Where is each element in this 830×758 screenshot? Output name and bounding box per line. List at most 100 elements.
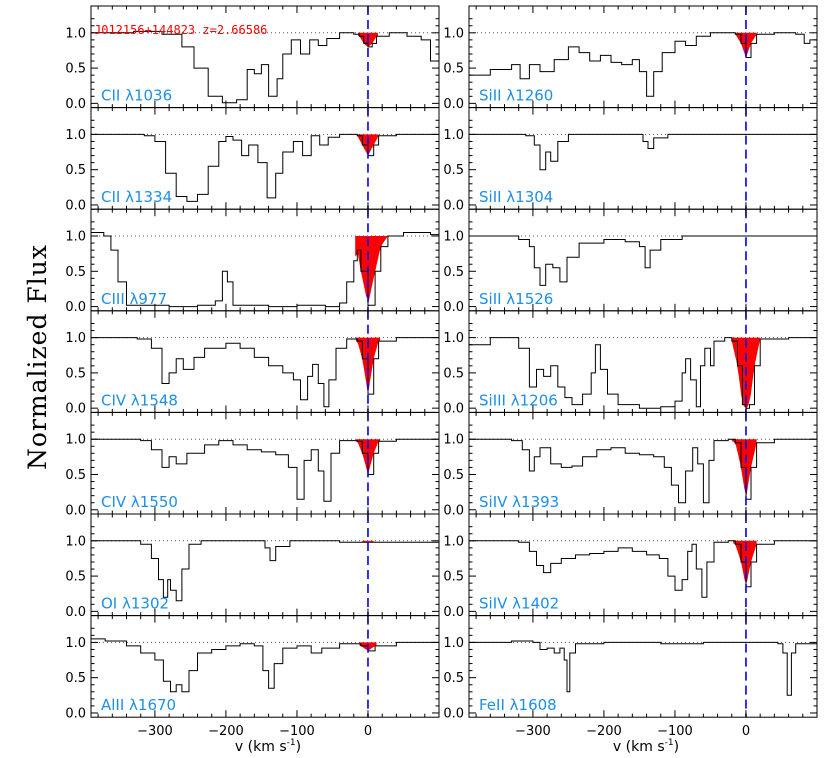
y-tick-label: 1.0 [65, 230, 86, 245]
y-tick-label: 0.0 [65, 605, 86, 620]
ion-label: CIV λ1548 [101, 391, 178, 409]
y-tick-label: 1.0 [65, 331, 86, 346]
ion-label: SiIII λ1206 [479, 391, 558, 409]
x-tick-label: −300 [137, 724, 173, 739]
y-tick-label: 1.0 [443, 230, 464, 245]
y-tick-label: 0.0 [443, 97, 464, 112]
ion-label: AlII λ1670 [101, 696, 176, 714]
spectrum-line [469, 32, 817, 97]
ion-label: CIV λ1550 [101, 493, 178, 511]
spectrum-line [469, 133, 817, 171]
spectrum-line [469, 235, 817, 286]
y-tick-label: 0.5 [443, 366, 464, 381]
y-tick-label: 0.5 [65, 62, 86, 77]
x-tick-label: −200 [208, 724, 244, 739]
panel-13: 0.0 0.5 1.0 −300 −200 −100 0 FeII λ1608 [443, 615, 818, 739]
spectrum-line [469, 438, 817, 504]
ion-label: SiIV λ1402 [479, 595, 559, 613]
x-axis-label-left-exp: -1 [287, 738, 296, 748]
y-tick-label: 0.0 [65, 706, 86, 721]
x-axis-label-left-tail: ) [296, 739, 301, 755]
y-tick-label: 0.0 [443, 503, 464, 518]
y-tick-label: 0.5 [65, 265, 86, 280]
y-tick-label: 0.0 [65, 503, 86, 518]
spectrum-line [91, 638, 439, 693]
ion-label: CII λ1334 [101, 188, 172, 206]
panel-4: 0.0 0.5 1.0 CIV λ1550 [65, 411, 440, 518]
y-tick-label: 1.0 [443, 636, 464, 651]
absorption-fill [355, 236, 388, 302]
y-tick-label: 0.5 [443, 163, 464, 178]
ion-label: OI λ1302 [101, 595, 169, 613]
y-tick-label: 1.0 [65, 534, 86, 549]
spectrum-line [469, 640, 818, 696]
ion-label: SiII λ1260 [479, 87, 553, 105]
y-tick-label: 0.5 [65, 671, 86, 686]
x-tick-label: −100 [279, 724, 315, 739]
ion-label: CII λ1036 [101, 87, 172, 105]
absorption-fill [362, 540, 374, 542]
y-axis-label: Normalized Flux [23, 244, 52, 470]
y-tick-label: 0.5 [65, 163, 86, 178]
y-tick-label: 1.0 [65, 128, 86, 143]
panel-8: 0.0 0.5 1.0 SiII λ1304 [443, 107, 818, 213]
spectrum-line [91, 337, 439, 408]
y-tick-label: 0.0 [65, 198, 86, 213]
y-tick-label: 0.0 [443, 198, 464, 213]
x-axis-label-right-tail: ) [674, 739, 679, 755]
ion-label: SiII λ1304 [479, 188, 553, 206]
absorption-fill [731, 439, 757, 498]
y-tick-label: 0.5 [443, 62, 464, 77]
panel-7: 0.0 0.5 1.0 SiII λ1260 [443, 5, 818, 112]
y-tick-label: 1.0 [443, 331, 464, 346]
panel-1: 0.0 0.5 1.0 CII λ1334 [65, 107, 440, 213]
y-tick-label: 1.0 [65, 433, 86, 448]
y-tick-label: 0.5 [65, 570, 86, 585]
panel-0: 0.0 0.5 1.0 CII λ1036 [65, 5, 440, 112]
panel-12: 0.0 0.5 1.0 SiIV λ1402 [443, 513, 818, 620]
panel-10: 0.0 0.5 1.0 SiIII λ1206 [443, 310, 818, 417]
panel-5: 0.0 0.5 1.0 OI λ1302 [65, 513, 440, 620]
panel-6: 0.0 0.5 1.0 −300 −200 −100 0 AlII λ1670 [65, 615, 440, 739]
y-tick-label: 1.0 [65, 636, 86, 651]
spectrum-line [469, 336, 818, 409]
ion-label: SiIV λ1393 [479, 493, 559, 511]
y-tick-label: 0.0 [65, 97, 86, 112]
x-axis-label-right-exp: -1 [665, 738, 674, 748]
y-tick-label: 1.0 [443, 128, 464, 143]
x-tick-label: −200 [586, 724, 622, 739]
chart-title: J012156+144823 z=2.66586 [94, 23, 267, 37]
y-tick-label: 0.5 [443, 468, 464, 483]
x-tick-label: 0 [742, 724, 750, 739]
y-tick-label: 0.5 [443, 570, 464, 585]
y-tick-label: 1.0 [443, 433, 464, 448]
y-tick-label: 0.0 [443, 300, 464, 315]
spectrum-line [469, 540, 817, 598]
ion-label: SiII λ1526 [479, 290, 553, 308]
y-tick-label: 1.0 [443, 534, 464, 549]
x-axis-label-left: v (km s-1) [235, 738, 301, 755]
panel-3: 0.0 0.5 1.0 CIV λ1548 [65, 310, 440, 417]
spectrum-line [91, 30, 440, 104]
panel-11: 0.0 0.5 1.0 SiIV λ1393 [443, 411, 818, 518]
y-tick-label: 1.0 [65, 26, 86, 41]
x-tick-label: −100 [657, 724, 693, 739]
panel-frame [90, 615, 440, 718]
spectrum-line [91, 438, 439, 502]
y-tick-label: 0.0 [65, 300, 86, 315]
x-axis-label-left-main: v (km s [235, 739, 287, 755]
spectrum-line [91, 232, 440, 308]
x-tick-label: −300 [515, 724, 551, 739]
y-tick-label: 0.5 [443, 265, 464, 280]
panel-9: 0.0 0.5 1.0 SiII λ1526 [443, 208, 818, 315]
spectrum-line [91, 540, 440, 602]
y-tick-label: 0.0 [443, 605, 464, 620]
y-tick-label: 0.5 [443, 671, 464, 686]
x-axis-label-right-main: v (km s [613, 739, 665, 755]
panel-frame [468, 615, 818, 718]
y-tick-label: 0.5 [65, 366, 86, 381]
y-tick-label: 0.5 [65, 468, 86, 483]
y-tick-label: 1.0 [443, 26, 464, 41]
